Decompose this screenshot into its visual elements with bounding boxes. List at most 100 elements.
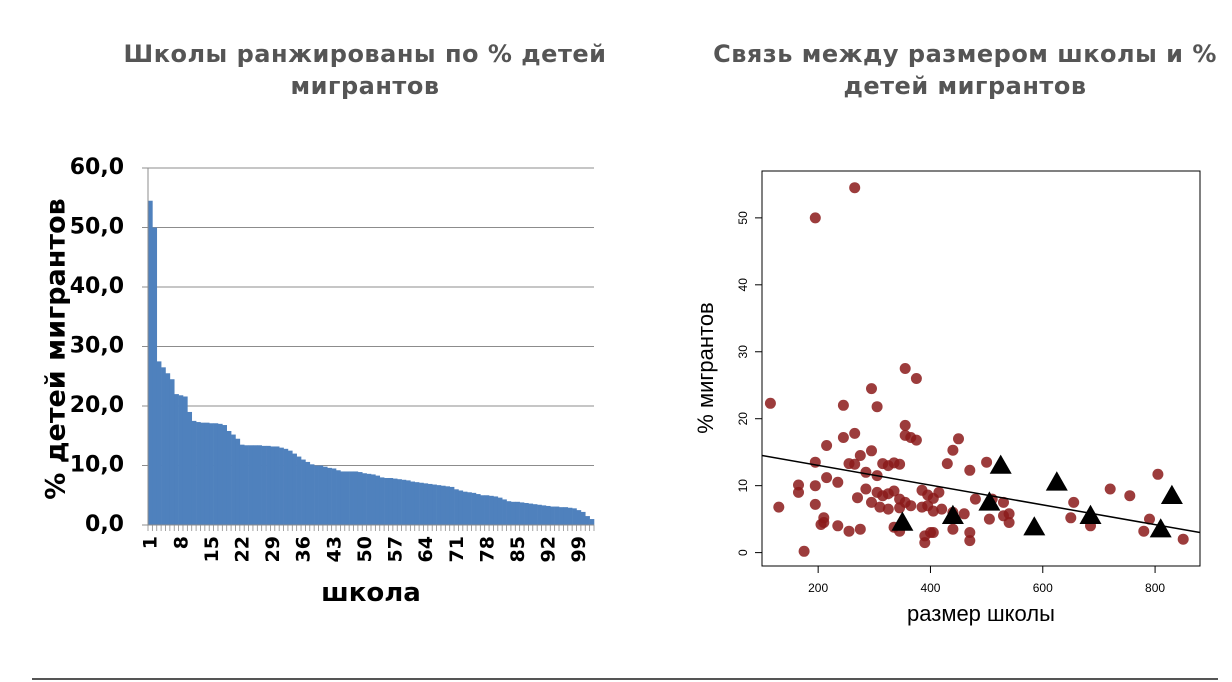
bar	[318, 465, 324, 525]
bar	[589, 519, 595, 525]
bar	[200, 422, 206, 525]
bar	[266, 445, 271, 525]
bar	[493, 496, 499, 525]
scatter-point	[927, 527, 939, 538]
scatter-point	[888, 485, 900, 497]
x-tick-label: 85	[507, 536, 529, 562]
y-tick-label: 0,0	[85, 512, 124, 537]
x-tick-label: 57	[385, 536, 407, 562]
scatter-point	[894, 502, 906, 514]
bar	[301, 459, 306, 525]
y-tick-label: 10,0	[70, 453, 124, 478]
scatter-point	[1138, 525, 1150, 537]
bar	[174, 394, 179, 525]
bar	[375, 475, 381, 525]
highlighted-school-marker	[891, 511, 914, 531]
bar	[182, 396, 188, 525]
scatter-point	[866, 383, 877, 395]
y-tick-label: 30	[736, 345, 750, 359]
bar	[532, 504, 538, 525]
scatter-point	[821, 440, 833, 451]
bar	[270, 446, 276, 525]
scatter-point	[983, 513, 995, 525]
bar	[152, 227, 158, 525]
bottom-divider	[32, 678, 1218, 680]
bar	[239, 444, 245, 525]
bar	[489, 495, 494, 525]
highlighted-school-marker	[978, 491, 1001, 511]
bar	[454, 489, 459, 525]
bar	[515, 501, 520, 525]
bar	[336, 470, 341, 525]
scatter-point	[1068, 496, 1080, 508]
x-tick-label: 92	[538, 536, 560, 562]
x-tick-label: 36	[293, 536, 315, 562]
scatter-point	[852, 492, 863, 504]
bar	[497, 497, 503, 525]
bar	[379, 477, 385, 525]
scatter-point	[843, 525, 855, 537]
scatter-point	[927, 505, 939, 517]
bar	[165, 373, 171, 525]
bar	[585, 516, 590, 525]
bar	[401, 479, 407, 525]
y-tick-label: 20,0	[70, 393, 124, 418]
scatter-chart-axes: 200 400 600 800 0 10 20 30 40 50	[736, 211, 1165, 595]
bar	[541, 505, 547, 525]
scatter-point	[832, 476, 844, 488]
scatter-point	[941, 458, 953, 470]
scatter-plot-frame	[761, 170, 1201, 567]
bar	[550, 506, 555, 525]
scatter-chart-y-axis-label: % мигрантов	[693, 302, 718, 433]
bar	[475, 494, 481, 525]
scatter-point	[1003, 517, 1015, 528]
bar	[563, 507, 569, 525]
bar	[392, 478, 398, 525]
bar	[213, 423, 219, 525]
bar	[156, 361, 162, 526]
bar	[191, 420, 197, 526]
regression-line	[761, 454, 1201, 534]
scatter-point	[1152, 468, 1164, 480]
bar	[423, 483, 429, 525]
y-tick-label: 60,0	[70, 155, 124, 180]
bar	[204, 422, 210, 525]
scatter-point	[798, 545, 810, 557]
bar	[148, 200, 153, 526]
bar	[471, 492, 477, 525]
scatter-point	[958, 508, 970, 520]
bar	[388, 478, 394, 525]
bar	[519, 502, 525, 525]
scatter-point	[874, 501, 886, 513]
bar	[449, 486, 455, 525]
bar	[169, 379, 175, 525]
bar	[252, 445, 258, 525]
scatter-point	[849, 427, 861, 439]
bar	[231, 434, 236, 525]
highlighted-school-marker	[941, 504, 964, 524]
bar	[397, 479, 402, 525]
bar	[279, 447, 284, 525]
scatter-point	[821, 472, 833, 484]
bar	[440, 485, 446, 525]
scatter-point	[969, 493, 981, 505]
bar	[384, 478, 389, 525]
bar	[305, 461, 311, 525]
x-tick-label: 99	[568, 536, 590, 562]
bar	[287, 450, 293, 526]
y-tick-label: 40,0	[70, 274, 124, 299]
bar	[371, 474, 376, 525]
scatter-point	[849, 182, 861, 194]
scatter-point	[910, 373, 922, 384]
scatter-point	[860, 466, 872, 478]
x-tick-label: 200	[808, 581, 828, 595]
scatter-point	[809, 212, 821, 224]
highlighted-school-marker	[989, 454, 1012, 474]
scatter-point	[1124, 490, 1136, 502]
bar	[436, 485, 442, 525]
x-tick-label: 8	[170, 536, 192, 549]
scatter-point	[899, 363, 911, 374]
bar	[353, 471, 359, 525]
left-chart-title: Школы ранжированы по % детей мигрантов	[123, 40, 607, 100]
